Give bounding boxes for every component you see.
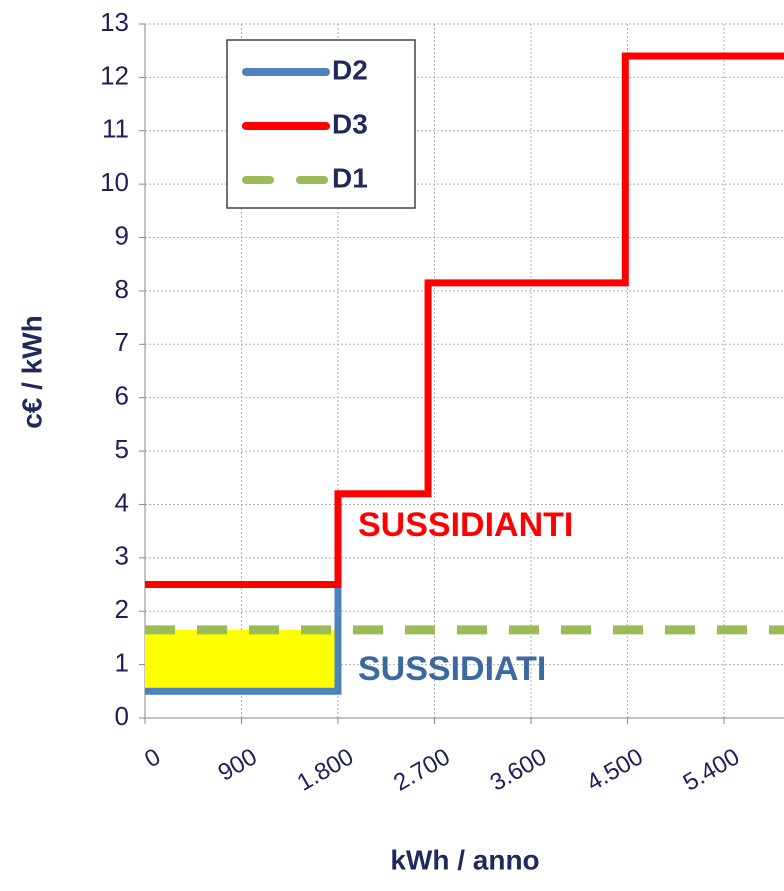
- y-tick-label: 6: [115, 381, 129, 411]
- series-line: [145, 52, 784, 589]
- series-line: [145, 587, 342, 695]
- y-tick-label: 13: [100, 7, 129, 37]
- legend-label: D3: [332, 108, 368, 139]
- legend-label: D1: [332, 162, 368, 193]
- x-tick-label: 900: [213, 743, 261, 786]
- y-tick-label: 5: [115, 434, 129, 464]
- y-tick-label: 2: [115, 594, 129, 624]
- x-tick-label: 1.800: [293, 743, 359, 796]
- y-axis-label: c€ / kWh: [16, 315, 47, 429]
- y-tick-label: 10: [100, 167, 129, 197]
- y-tick-label: 8: [115, 274, 129, 304]
- x-tick-label: 4.500: [582, 743, 648, 796]
- x-tick-label: 0: [140, 743, 165, 773]
- y-tick-label: 7: [115, 327, 129, 357]
- y-tick-label: 0: [115, 701, 129, 731]
- highlight-region: [145, 629, 338, 692]
- annotation: SUSSIDIANTI: [358, 506, 573, 544]
- x-tick-label: 2.700: [389, 743, 455, 796]
- y-tick-label: 1: [115, 647, 129, 677]
- legend-label: D2: [332, 54, 368, 85]
- y-tick-label: 11: [102, 114, 129, 144]
- x-axis-label: kWh / anno: [390, 844, 539, 875]
- y-tick-label: 12: [100, 60, 129, 90]
- x-tick-label: 3.600: [486, 743, 552, 796]
- x-tick-label: 5.400: [679, 743, 745, 796]
- annotation: SUSSIDIATI: [358, 650, 546, 688]
- y-tick-label: 3: [115, 541, 129, 571]
- y-tick-label: 9: [115, 220, 129, 250]
- y-tick-label: 4: [115, 487, 129, 517]
